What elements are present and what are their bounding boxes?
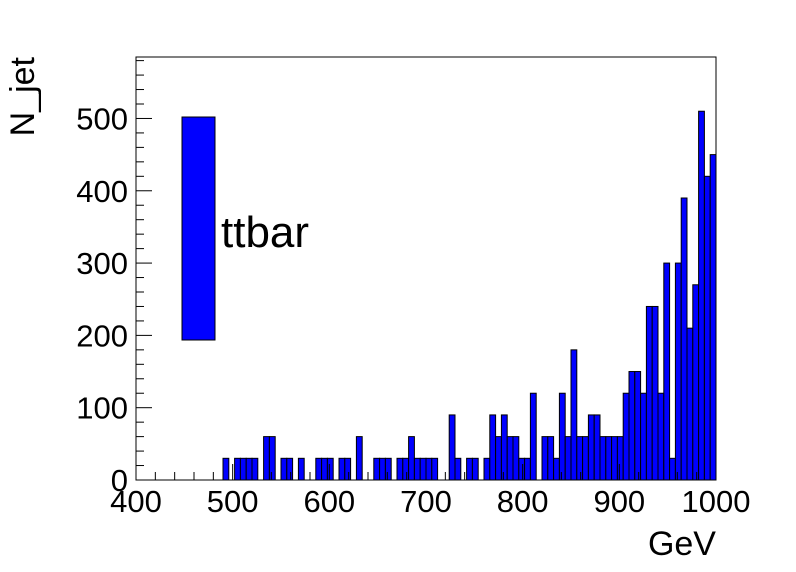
histogram-bar	[483, 457, 491, 481]
x-tick-label: 600	[303, 484, 355, 519]
histogram-bar	[280, 457, 288, 481]
histogram-bar	[576, 436, 584, 481]
histogram-bar	[315, 457, 323, 481]
histogram-bar	[587, 414, 595, 481]
y-tick-label: 100	[76, 391, 128, 426]
histogram-bar	[268, 436, 276, 481]
histogram-bar	[570, 349, 578, 481]
histogram-bar	[703, 175, 711, 481]
histogram-bar	[379, 457, 386, 481]
histogram-bar	[640, 392, 647, 481]
histogram-bar	[234, 457, 241, 481]
histogram-bar	[355, 436, 363, 481]
histogram-bar	[454, 457, 462, 481]
histogram-bar	[686, 327, 694, 481]
histogram-bar	[645, 305, 653, 481]
histogram-bar	[251, 457, 259, 481]
x-axis-ticks	[135, 464, 717, 480]
x-tick-label: 400	[110, 484, 162, 519]
histogram-bar	[564, 436, 572, 481]
x-tick-label: 1000	[682, 484, 751, 519]
histogram-bar	[239, 457, 247, 481]
histogram-bar	[558, 392, 566, 481]
histogram-bar	[396, 457, 404, 481]
histogram-bar	[384, 457, 392, 481]
histogram-bar	[651, 305, 659, 481]
histogram-bar	[297, 457, 305, 481]
histogram-bar	[448, 414, 456, 481]
y-axis-label: N_jet	[4, 56, 42, 136]
x-tick-label: 800	[497, 484, 549, 519]
x-tick-label: 900	[593, 484, 645, 519]
histogram-bar	[709, 154, 717, 481]
histogram-bar	[698, 110, 705, 481]
histogram-bar	[524, 457, 531, 481]
histogram-bar	[431, 457, 439, 481]
histogram-bar	[657, 392, 665, 481]
histogram-bar	[413, 457, 421, 481]
x-tick-label: 500	[207, 484, 259, 519]
histogram-bar	[628, 371, 636, 481]
histogram-bar	[425, 457, 433, 481]
y-tick-label: 300	[76, 246, 128, 281]
histogram-bar	[495, 436, 502, 481]
histogram-bar	[541, 436, 549, 481]
legend-swatch-ttbar	[181, 116, 216, 341]
histogram-bar	[547, 436, 555, 481]
histogram-bar	[553, 457, 560, 481]
x-tick-label: 700	[400, 484, 452, 519]
histogram-bar	[512, 436, 520, 481]
histogram-bar	[674, 262, 682, 481]
y-tick-label: 500	[76, 101, 128, 136]
histogram-bar	[500, 414, 508, 481]
histogram-bar	[582, 436, 589, 481]
y-tick-label: 400	[76, 174, 128, 209]
histogram-bar	[402, 457, 410, 481]
histogram-bar	[680, 197, 688, 481]
histogram-bars	[222, 110, 717, 481]
histogram-bar	[593, 414, 601, 481]
histogram-bar	[611, 436, 618, 481]
histogram-bar	[286, 457, 294, 481]
histogram-bar	[605, 436, 613, 481]
x-axis-tick-labels: 400 500 600 700 800 900 1000	[110, 484, 750, 519]
y-axis-ticks	[136, 60, 152, 481]
histogram-bar	[408, 436, 415, 481]
histogram-bar	[669, 457, 676, 481]
histogram-bar	[518, 457, 526, 481]
histogram-bar	[338, 457, 346, 481]
y-axis-tick-labels: 0 100 200 300 400 500	[76, 101, 128, 498]
x-axis-label: GeV	[648, 525, 716, 563]
histogram-bar	[344, 457, 352, 481]
histogram-bar	[622, 392, 630, 481]
histogram-bar	[321, 457, 328, 481]
histogram-bar	[222, 457, 230, 481]
histogram-bar	[471, 457, 479, 481]
histogram-bar	[326, 457, 334, 481]
histogram-bar	[263, 436, 270, 481]
histogram-bar	[506, 436, 514, 481]
histogram-bar	[373, 457, 381, 481]
histogram-bar	[489, 414, 497, 481]
histogram-bar	[529, 392, 537, 481]
legend-label-ttbar: ttbar	[221, 208, 309, 257]
y-tick-label: 0	[111, 463, 128, 498]
y-tick-label: 200	[76, 318, 128, 353]
histogram-bar	[616, 436, 624, 481]
histogram-bar	[419, 457, 427, 481]
histogram-bar	[634, 371, 642, 481]
legend: ttbar	[181, 116, 309, 341]
histogram-bar	[692, 284, 700, 481]
histogram-bar	[245, 457, 253, 481]
histogram-bar	[466, 457, 473, 481]
histogram-bar	[599, 436, 607, 481]
histogram-bar	[663, 262, 671, 481]
